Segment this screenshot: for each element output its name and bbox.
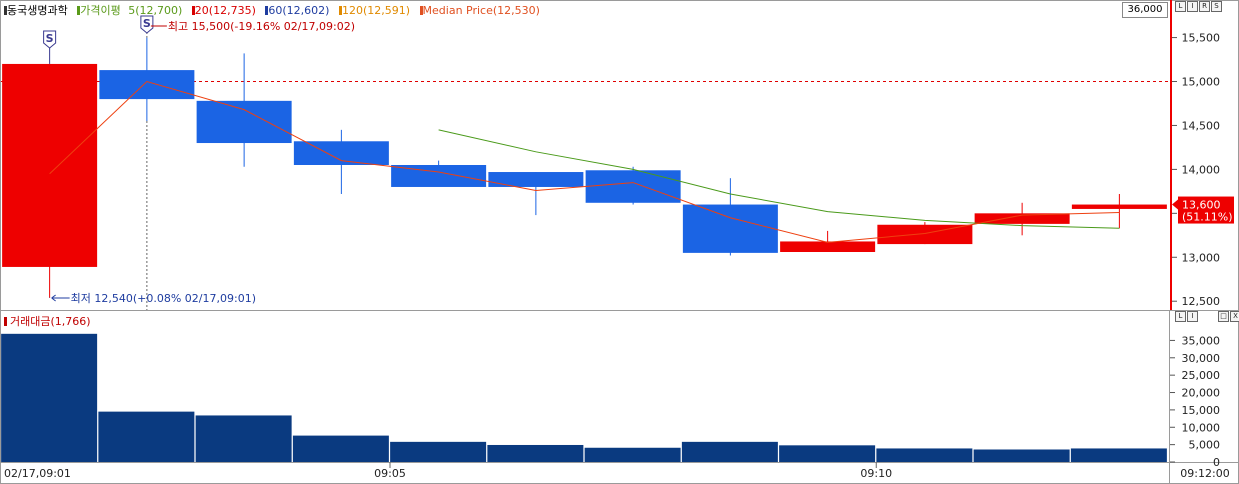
close-icon[interactable]: X (1230, 311, 1239, 322)
volume-bar (584, 447, 681, 462)
ma-20-label: 20(12,735) (194, 4, 256, 17)
panel-button-l[interactable]: L (1175, 1, 1186, 12)
price-tick-label: 14,000 (1182, 163, 1221, 176)
price-legend: 동국생명과학 가격이평 5(12,700) 20(12,735) 60(12,6… (4, 3, 540, 19)
time-tick-label: 09:12:00 (1180, 467, 1229, 480)
panel-button-r[interactable]: R (1199, 1, 1210, 12)
legend-marker (4, 317, 7, 326)
current-change-label: (51.11%) (1182, 211, 1233, 224)
ma-5-label: 5(12,700) (128, 4, 183, 17)
maximize-icon[interactable]: □ (1218, 311, 1229, 322)
ma-60-label: 60(12,602) (268, 4, 330, 17)
volume-tick-label: 15,000 (1182, 404, 1221, 417)
price-tick-label: 14,500 (1182, 119, 1221, 132)
price-tick-label: 13,000 (1182, 251, 1221, 264)
signal-marker-2: S (140, 15, 154, 34)
volume-panel-buttons-right: □ X (1218, 311, 1239, 322)
legend-marker (77, 6, 81, 15)
volume-bar (292, 435, 389, 462)
legend-marker (338, 6, 342, 15)
legend-marker (4, 6, 7, 15)
low-arrow (51, 294, 70, 302)
legend-marker (265, 6, 269, 15)
volume-bar (487, 444, 584, 462)
current-price-tag (1178, 196, 1234, 224)
volume-bar (973, 449, 1070, 462)
candle-body (196, 100, 292, 144)
volume-bar (195, 415, 292, 462)
stock-name: 동국생명과학 (7, 4, 68, 17)
candle-body (974, 213, 1070, 224)
signal-marker-1: S (43, 30, 57, 49)
signal-marker-shape (43, 30, 57, 49)
volume-legend: 거래대금(1,766) (4, 314, 91, 330)
volume-tick-label: 5,000 (1189, 439, 1221, 452)
low-annotation: 최저 12,540(+0.08% 02/17,09:01) (71, 292, 256, 305)
volume-legend-label: 거래대금(1,766) (10, 315, 91, 328)
signal-marker-label: S (46, 32, 54, 45)
ma-5-line (438, 129, 1120, 229)
volume-bar (681, 441, 778, 462)
candle-body (877, 224, 973, 245)
time-tick-label: 02/17,09:01 (4, 467, 71, 480)
volume-tick-label: 35,000 (1182, 334, 1221, 347)
current-price-pointer (1172, 199, 1178, 210)
volume-tick-label: 25,000 (1182, 369, 1221, 382)
panel-button-s[interactable]: S (1211, 1, 1222, 12)
candle-body (391, 165, 487, 187)
volume-bar (1070, 448, 1167, 462)
median-price-label: Median Price(12,530) (422, 4, 540, 17)
candle-body (293, 141, 389, 165)
ma-120-label: 120(12,591) (341, 4, 411, 17)
signal-marker-shape (140, 15, 154, 34)
signal-marker-label: S (143, 17, 151, 30)
ma-20-line (49, 80, 1120, 243)
candle-body (99, 70, 195, 100)
candle-body (682, 204, 778, 253)
high-annotation: 최고 15,500(-19.16% 02/17,09:02) (168, 20, 355, 33)
volume-bar (876, 448, 973, 462)
price-tick-label: 15,000 (1182, 76, 1221, 89)
volume-bar (1, 333, 98, 462)
volume-tick-label: 30,000 (1182, 352, 1221, 365)
ma-label: 가격이평 (80, 4, 121, 17)
volume-tick-label: 0 (1213, 456, 1220, 469)
volume-bar (779, 445, 876, 462)
top-value-box: 36,000 (1122, 2, 1168, 18)
time-tick-label: 09:05 (374, 467, 406, 480)
panel-button-l[interactable]: L (1175, 311, 1186, 322)
current-price-label: 13,600 (1182, 199, 1221, 212)
panel-button-i[interactable]: I (1187, 1, 1198, 12)
volume-panel-buttons-left: L I (1175, 311, 1198, 322)
price-tick-label: 12,500 (1182, 295, 1221, 308)
legend-marker (191, 6, 195, 15)
price-tick-label: 15,500 (1182, 32, 1221, 45)
price-panel-buttons: L I R S (1175, 1, 1222, 12)
panel-button-i[interactable]: I (1187, 311, 1198, 322)
candle-body (780, 241, 876, 252)
volume-tick-label: 10,000 (1182, 421, 1221, 434)
volume-tick-label: 20,000 (1182, 387, 1221, 400)
time-tick-label: 09:10 (860, 467, 892, 480)
candle-body (488, 172, 584, 187)
legend-marker (419, 6, 423, 15)
candle-body (1071, 204, 1167, 209)
candle-body (2, 63, 98, 267)
volume-bar (98, 411, 195, 462)
volume-bar (390, 441, 487, 462)
candle-body (585, 170, 681, 203)
